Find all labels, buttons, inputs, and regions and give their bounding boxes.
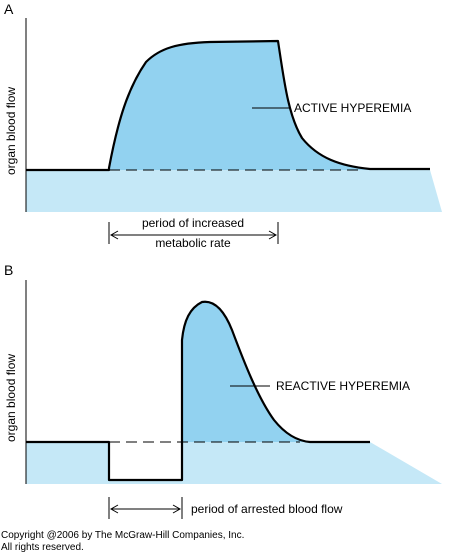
panel-b-letter: B: [4, 262, 13, 278]
panel-b: B organ blood flow REACTIVE HYPEREMIA pe…: [4, 262, 442, 519]
panel-a-baseline-area: [26, 170, 442, 212]
copyright-line-2: All rights reserved.: [1, 542, 84, 553]
panel-b-curve-label: REACTIVE HYPEREMIA: [276, 379, 410, 393]
panel-b-period-bracket: [108, 497, 183, 519]
panel-b-ylabel: organ blood flow: [4, 354, 18, 442]
panel-b-flow-curve: [26, 300, 370, 482]
panel-a-curve-label: ACTIVE HYPEREMIA: [294, 101, 411, 115]
copyright-line-1: Copyright @2006 by The McGraw-Hill Compa…: [1, 530, 245, 541]
panel-a-period-bracket: [108, 222, 279, 244]
panel-a-hyperemia-area: [109, 41, 370, 170]
panel-b-baseline-area: [26, 442, 442, 484]
panel-a-flow-curve: [26, 39, 430, 172]
panel-b-period-label: period of arrested blood flow: [191, 502, 343, 516]
panel-a: A organ blood flow ACTIVE HYPEREMIA peri…: [4, 1, 442, 250]
panel-a-period-label-2: metabolic rate: [155, 236, 231, 250]
panel-b-hyperemia-area: [182, 301, 310, 442]
panel-a-ylabel: organ blood flow: [4, 87, 18, 175]
copyright-notice: Copyright @2006 by The McGraw-Hill Compa…: [1, 530, 244, 554]
panel-a-period-label-1: period of increased: [142, 216, 244, 230]
panel-a-letter: A: [4, 1, 14, 17]
